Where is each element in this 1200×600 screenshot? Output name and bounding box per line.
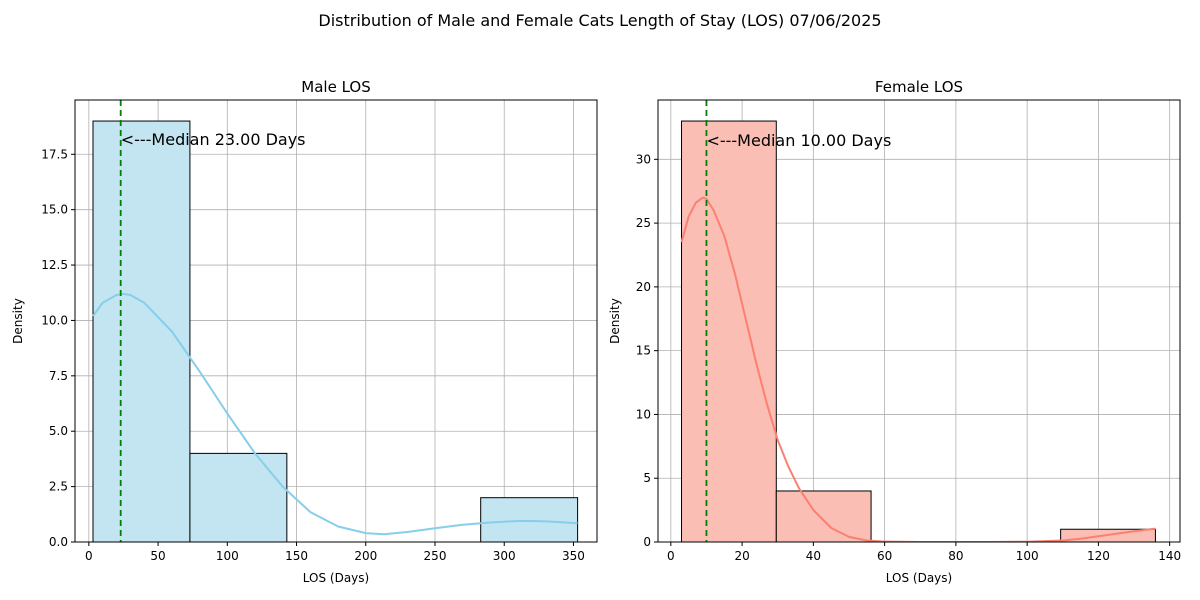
male-x-tick-label-1: 50 — [150, 549, 165, 563]
female-x-tick-label-0: 0 — [667, 549, 675, 563]
female-bar-1 — [775, 490, 872, 542]
female-chart-title: Female LOS — [875, 78, 963, 96]
figure-suptitle: Distribution of Male and Female Cats Len… — [318, 11, 881, 30]
male-y-axis-label: Density — [11, 298, 25, 344]
female-x-tick-label-2: 40 — [806, 549, 821, 563]
male-x-tick-label-4: 200 — [354, 549, 377, 563]
female-y-ticks: 0 5 10 15 20 25 30 — [636, 152, 658, 549]
female-y-tick-label-5: 25 — [636, 216, 651, 230]
male-bar-4 — [480, 497, 579, 542]
female-x-tick-label-1: 20 — [734, 549, 749, 563]
female-kde-line — [680, 196, 1156, 542]
male-los-chart: <---Median 23.00 Days 0 50 100 150 200 250 300 3… — [11, 78, 598, 585]
female-axes-frame — [657, 99, 1181, 543]
male-y-tick-label-2: 5.0 — [49, 424, 68, 438]
female-y-tick-label-4: 20 — [636, 280, 651, 294]
female-x-tick-label-5: 100 — [1016, 549, 1039, 563]
male-y-tick-label-6: 15.0 — [41, 203, 68, 217]
female-x-axis-label: LOS (Days) — [886, 571, 952, 585]
male-x-ticks: 0 50 100 150 200 250 300 350 — [85, 542, 585, 563]
female-x-tick-label-6: 120 — [1087, 549, 1110, 563]
male-x-tick-label-3: 150 — [285, 549, 308, 563]
male-x-tick-label-6: 300 — [493, 549, 516, 563]
male-y-tick-label-5: 12.5 — [41, 258, 68, 272]
female-x-tick-label-3: 60 — [877, 549, 892, 563]
male-x-axis-label: LOS (Days) — [303, 571, 369, 585]
male-y-tick-label-3: 7.5 — [49, 369, 68, 383]
female-median-annotation: <---Median 10.00 Days — [706, 131, 891, 150]
male-y-tick-label-4: 10.0 — [41, 313, 68, 327]
female-y-tick-label-0: 0 — [643, 535, 651, 549]
male-bars — [92, 120, 579, 542]
male-y-tick-label-7: 17.5 — [41, 147, 68, 161]
female-y-axis-label: Density — [608, 298, 622, 344]
female-bars — [681, 120, 1156, 542]
male-y-ticks: 0.0 2.5 5.0 7.5 10.0 12.5 15.0 17.5 — [41, 147, 75, 549]
male-chart-title: Male LOS — [301, 78, 370, 96]
female-x-tick-label-4: 80 — [948, 549, 963, 563]
female-y-tick-label-3: 15 — [636, 344, 651, 358]
male-x-tick-label-2: 100 — [216, 549, 239, 563]
female-y-tick-label-1: 5 — [643, 471, 651, 485]
male-axes-frame — [74, 99, 598, 543]
male-x-tick-label-5: 250 — [424, 549, 447, 563]
male-bar-1 — [189, 452, 288, 542]
male-y-tick-label-1: 2.5 — [49, 480, 68, 494]
female-y-tick-label-6: 30 — [636, 152, 651, 166]
male-x-tick-label-0: 0 — [85, 549, 93, 563]
female-x-tick-label-7: 140 — [1158, 549, 1181, 563]
female-x-ticks: 0 20 40 60 80 100 120 140 — [667, 542, 1181, 563]
male-bar-0 — [92, 120, 191, 542]
female-y-tick-label-2: 10 — [636, 407, 651, 421]
male-y-tick-label-0: 0.0 — [49, 535, 68, 549]
male-x-tick-label-7: 350 — [562, 549, 585, 563]
male-kde-line — [92, 292, 578, 536]
male-median-annotation: <---Median 23.00 Days — [121, 130, 306, 149]
female-bar-0 — [681, 120, 777, 542]
